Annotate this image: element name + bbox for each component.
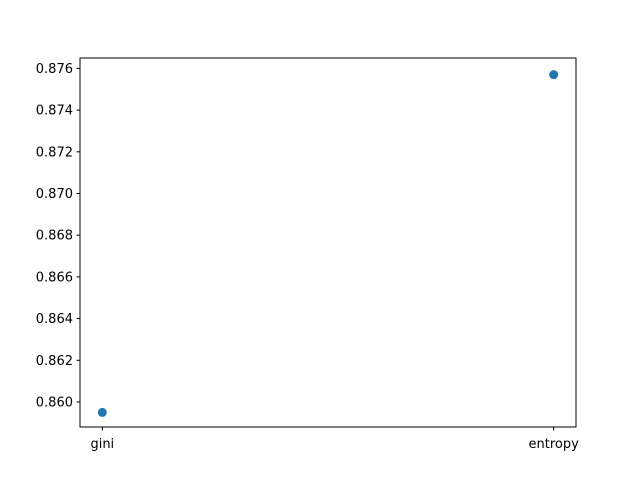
plot-frame: [79, 57, 577, 428]
y-tick-label: 0.866: [36, 270, 73, 285]
y-tick-label: 0.874: [36, 104, 73, 119]
y-tick-label: 0.872: [36, 145, 73, 160]
y-tick-label: 0.870: [36, 187, 73, 202]
y-tick-label: 0.862: [36, 354, 73, 369]
data-point-gini: [97, 407, 107, 417]
y-tick-label: 0.876: [36, 62, 73, 77]
plot-area: [80, 58, 576, 427]
x-axis-ticks: gini entropy: [90, 427, 579, 452]
data-points: [97, 70, 559, 417]
x-tick-label-entropy: entropy: [529, 437, 580, 452]
y-tick-label: 0.860: [36, 395, 73, 410]
x-tick-label-gini: gini: [90, 437, 114, 452]
y-tick-label: 0.868: [36, 229, 73, 244]
data-point-entropy: [549, 70, 559, 80]
y-axis-ticks: 0.860 0.862 0.864 0.866 0.868 0.870 0.872 0.874…: [36, 62, 80, 410]
y-tick-label: 0.864: [36, 312, 73, 327]
